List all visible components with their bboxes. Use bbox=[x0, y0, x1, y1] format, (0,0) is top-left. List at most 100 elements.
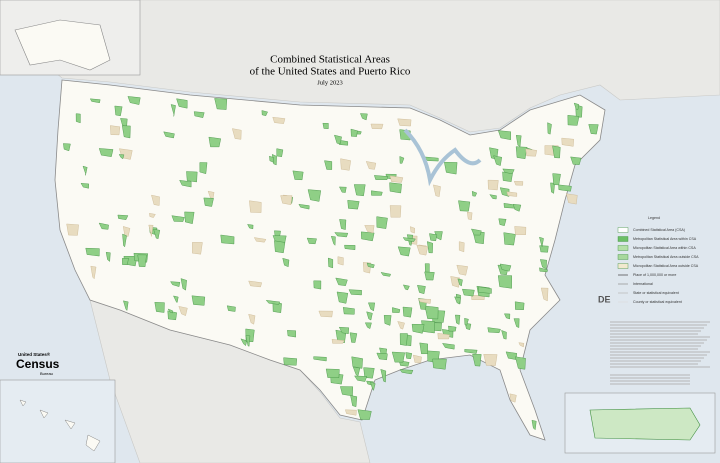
csa-area bbox=[357, 409, 372, 420]
title: of the United States and Puerto Rico bbox=[250, 66, 411, 78]
csa-area bbox=[351, 356, 363, 369]
csa-area bbox=[512, 204, 522, 212]
micro-area bbox=[248, 280, 263, 288]
micro-area bbox=[450, 276, 461, 288]
csa-area bbox=[366, 262, 375, 269]
csa-area bbox=[472, 354, 482, 367]
csa-area bbox=[489, 194, 497, 200]
csa-area bbox=[504, 313, 511, 320]
micro-area bbox=[416, 244, 429, 256]
legend-swatch bbox=[617, 236, 629, 242]
logo-main: Census bbox=[16, 357, 60, 371]
legend-items: Combined Statistical Area (CSA) Metropoli… bbox=[617, 227, 699, 304]
csa-area bbox=[324, 160, 333, 170]
csa-area bbox=[245, 335, 251, 347]
csa-areas bbox=[63, 96, 599, 431]
csa-area bbox=[515, 356, 526, 370]
micro-area bbox=[272, 116, 286, 124]
legend-label: Micropolitan Statistical Area outside CS… bbox=[633, 264, 699, 268]
micro-area bbox=[518, 342, 525, 348]
legend-swatch bbox=[617, 245, 629, 251]
csa-area bbox=[570, 156, 582, 165]
csa-area bbox=[322, 123, 329, 129]
csa-area bbox=[399, 333, 408, 346]
micro-area bbox=[433, 184, 441, 197]
micro-area bbox=[249, 200, 262, 213]
micro-area bbox=[540, 287, 549, 302]
csa-area bbox=[547, 122, 552, 135]
csa-area bbox=[171, 215, 185, 222]
csa-area bbox=[269, 155, 274, 163]
legend-label: Micropolitan Statistical Area within CSA bbox=[633, 246, 696, 250]
csa-area bbox=[389, 182, 402, 194]
micro-area bbox=[364, 225, 375, 234]
csa-area bbox=[173, 295, 179, 303]
micro-area bbox=[337, 256, 344, 266]
csa-area bbox=[478, 286, 492, 294]
title: Combined Statistical Areas bbox=[270, 54, 390, 66]
csa-area bbox=[307, 189, 322, 202]
csa-area bbox=[261, 110, 268, 117]
csa-area bbox=[339, 186, 347, 193]
csa-area bbox=[353, 184, 366, 197]
csa-area bbox=[350, 128, 358, 137]
csa-area bbox=[122, 233, 127, 248]
csa-area bbox=[442, 343, 455, 350]
csa-area bbox=[426, 241, 433, 254]
legend-label: Metropolitan Statistical Area within CSA bbox=[633, 237, 697, 241]
micro-area bbox=[149, 213, 156, 218]
csa-area bbox=[514, 301, 525, 310]
notes bbox=[610, 321, 710, 385]
csa-area bbox=[364, 322, 372, 329]
micro-area bbox=[409, 226, 415, 234]
csa-area bbox=[424, 305, 439, 320]
micro-area bbox=[389, 205, 402, 218]
csa-area bbox=[276, 148, 284, 158]
csa-area bbox=[376, 352, 388, 361]
csa-area bbox=[376, 216, 388, 229]
csa-area bbox=[184, 211, 195, 224]
micro-area bbox=[525, 148, 538, 157]
csa-area bbox=[501, 330, 507, 340]
legend-swatch bbox=[617, 227, 629, 233]
csa-area bbox=[199, 162, 208, 175]
csa-area bbox=[539, 236, 544, 248]
csa-area bbox=[153, 228, 161, 239]
csa-area bbox=[349, 332, 358, 343]
micro-area bbox=[192, 242, 203, 255]
csa-area bbox=[499, 187, 510, 197]
micro-area bbox=[418, 298, 431, 304]
micro-area bbox=[340, 158, 351, 171]
csa-area bbox=[462, 288, 475, 297]
csa-area bbox=[354, 375, 368, 382]
micro-area bbox=[318, 310, 333, 318]
csa-area bbox=[325, 368, 340, 378]
csa-area bbox=[540, 259, 547, 270]
csa-area bbox=[274, 240, 286, 254]
csa-area bbox=[63, 143, 71, 152]
csa-area bbox=[348, 289, 362, 296]
csa-area bbox=[350, 395, 358, 407]
csa-area bbox=[405, 352, 413, 360]
csa-area bbox=[339, 219, 347, 230]
csa-area bbox=[347, 200, 360, 210]
logo-bottom: Bureau bbox=[40, 371, 53, 376]
csa-area bbox=[402, 237, 416, 242]
csa-area bbox=[247, 224, 254, 230]
csa-area bbox=[383, 315, 392, 326]
csa-area bbox=[403, 284, 410, 291]
micro-area bbox=[483, 354, 498, 366]
csa-area bbox=[338, 326, 349, 335]
csa-area bbox=[334, 232, 349, 238]
csa-area bbox=[448, 325, 457, 332]
csa-area bbox=[368, 302, 375, 312]
micro-area bbox=[66, 223, 79, 236]
csa-area bbox=[513, 318, 520, 328]
micro-area bbox=[487, 179, 499, 191]
micro-area bbox=[412, 354, 422, 363]
csa-area bbox=[399, 156, 405, 164]
csa-area bbox=[344, 244, 356, 250]
csa-area bbox=[531, 419, 537, 431]
csa-area bbox=[588, 124, 599, 135]
csa-area bbox=[380, 272, 391, 277]
